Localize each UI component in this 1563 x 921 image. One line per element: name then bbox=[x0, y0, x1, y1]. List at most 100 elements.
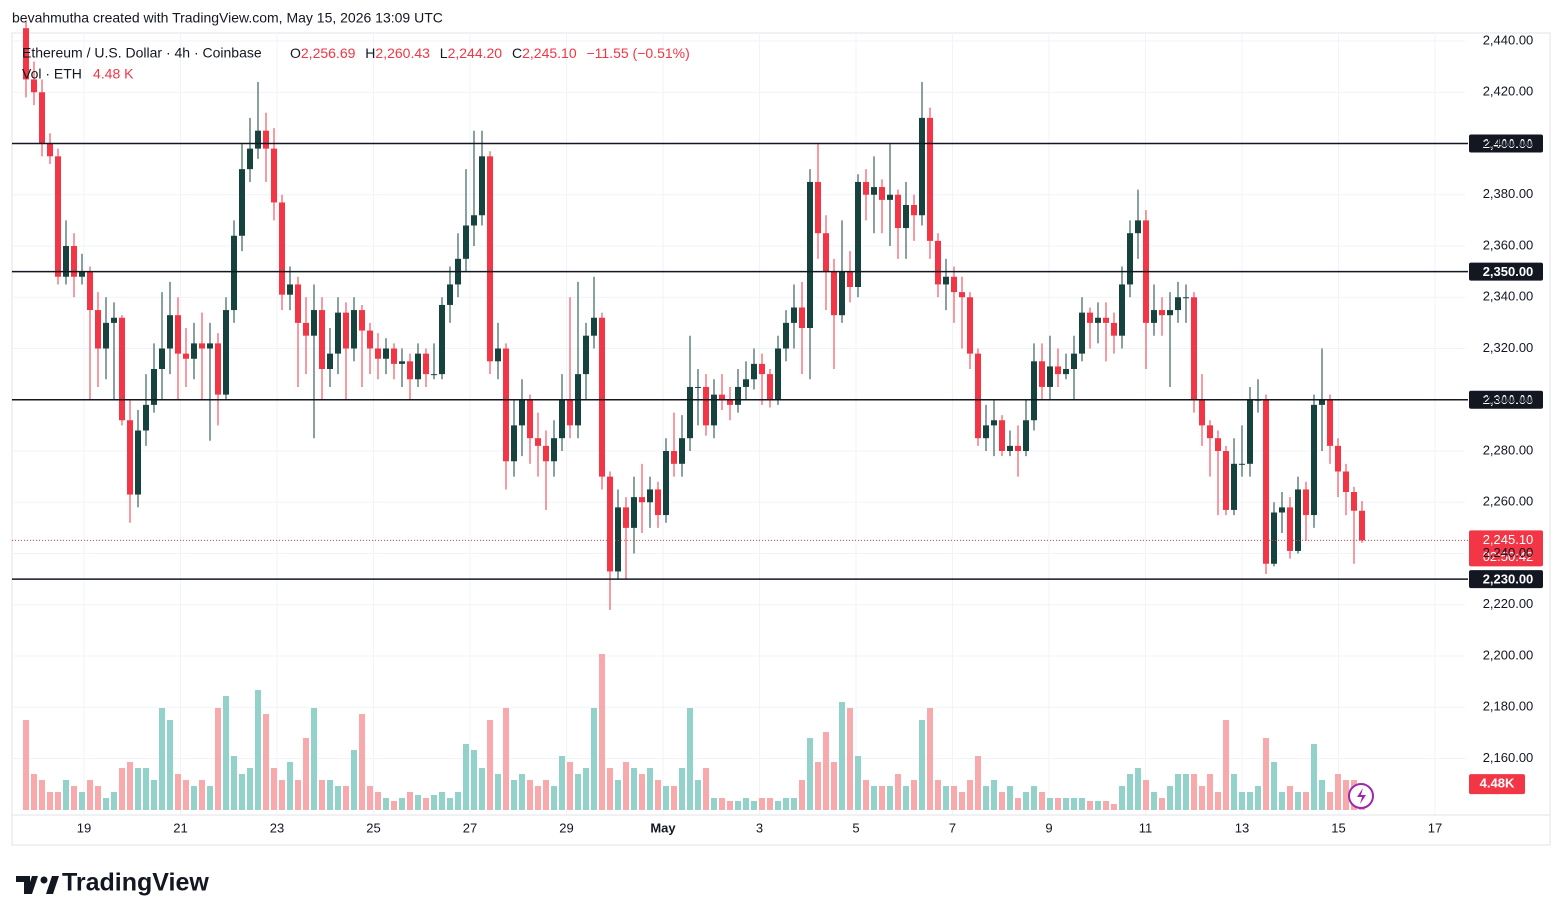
volume-bar bbox=[183, 780, 189, 810]
volume-bar bbox=[727, 801, 733, 810]
candle-body bbox=[759, 363, 765, 375]
label: C bbox=[512, 45, 522, 61]
volume-bar bbox=[463, 744, 469, 810]
volume-bar bbox=[1143, 780, 1149, 810]
candle-body bbox=[719, 394, 725, 400]
candle-body bbox=[447, 284, 453, 305]
value: 2,245.10 bbox=[522, 45, 577, 61]
candle-body bbox=[591, 317, 597, 336]
volume-bar bbox=[1215, 792, 1221, 810]
candle-body bbox=[1151, 310, 1157, 323]
replay-icon[interactable] bbox=[1348, 783, 1374, 809]
volume-bar bbox=[967, 780, 973, 810]
volume-bar bbox=[671, 786, 677, 810]
volume-bar bbox=[1247, 792, 1253, 810]
volume-bar bbox=[399, 798, 405, 810]
candle-body bbox=[951, 276, 957, 293]
volume-bar bbox=[583, 768, 589, 810]
volume-bar bbox=[1183, 774, 1189, 810]
volume-bar bbox=[271, 768, 277, 810]
volume-bar bbox=[927, 708, 933, 810]
x-tick-label: 19 bbox=[77, 820, 91, 835]
candle-body bbox=[535, 438, 541, 446]
volume-bar bbox=[823, 732, 829, 810]
volume-bar bbox=[159, 708, 165, 810]
candle-body bbox=[663, 451, 669, 516]
candle-body bbox=[279, 202, 285, 295]
candle-body bbox=[1239, 463, 1245, 465]
volume-bar bbox=[1263, 738, 1269, 810]
candle-body bbox=[807, 181, 813, 328]
volume-bar bbox=[103, 798, 109, 810]
volume-bar bbox=[551, 786, 557, 810]
volume-bar bbox=[1015, 798, 1021, 810]
candle-body bbox=[1167, 310, 1173, 316]
volume-bar bbox=[879, 786, 885, 810]
candle-body bbox=[1359, 510, 1365, 541]
volume-bar bbox=[959, 792, 965, 810]
x-tick-label: May bbox=[650, 820, 676, 835]
volume-bar bbox=[295, 780, 301, 810]
volume-bar bbox=[975, 756, 981, 810]
candle-body bbox=[855, 181, 861, 287]
candle-body bbox=[1199, 399, 1205, 426]
vol-value: 4.48 K bbox=[93, 66, 134, 82]
x-tick-label: 11 bbox=[1139, 820, 1153, 835]
candle-body bbox=[431, 374, 437, 376]
y-tick-label: 2,200.00 bbox=[1483, 647, 1534, 662]
candle-body bbox=[1279, 507, 1285, 513]
candle-body bbox=[79, 271, 85, 277]
candle-body bbox=[1103, 317, 1109, 323]
candle-body bbox=[247, 148, 253, 170]
volume-bar bbox=[759, 798, 765, 810]
candle-body bbox=[1007, 445, 1013, 451]
candle-body bbox=[71, 246, 77, 277]
volume-bar bbox=[79, 792, 85, 810]
last-price-bg bbox=[1469, 530, 1543, 567]
volume-bar bbox=[647, 768, 653, 810]
volume-bar bbox=[831, 762, 837, 810]
candle-body bbox=[391, 348, 397, 364]
volume-bar bbox=[543, 780, 549, 810]
volume-bar bbox=[991, 780, 997, 810]
volume-bar bbox=[1103, 801, 1109, 810]
volume-bar bbox=[815, 762, 821, 810]
y-tick-label: 2,320.00 bbox=[1483, 340, 1534, 355]
candle-body bbox=[831, 271, 837, 316]
candle-body bbox=[255, 130, 261, 149]
candle-body bbox=[783, 322, 789, 349]
candle-body bbox=[615, 507, 621, 572]
candle-body bbox=[847, 271, 853, 287]
candle-body bbox=[319, 310, 325, 369]
volume-bar bbox=[911, 780, 917, 810]
volume-bar bbox=[591, 708, 597, 810]
candle-body bbox=[775, 348, 781, 400]
x-tick-label: 9 bbox=[1045, 820, 1052, 835]
volume-bar bbox=[623, 762, 629, 810]
candle-body bbox=[599, 317, 605, 477]
volume-bar bbox=[1079, 798, 1085, 810]
volume-bar bbox=[735, 801, 741, 810]
candle-body bbox=[1327, 399, 1333, 446]
candle-body bbox=[175, 315, 181, 354]
candle-body bbox=[967, 297, 973, 354]
candle-body bbox=[1079, 312, 1085, 354]
candle-body bbox=[583, 335, 589, 375]
candle-body bbox=[159, 348, 165, 369]
volume-bar bbox=[135, 768, 141, 810]
volume-bar bbox=[719, 798, 725, 810]
volume-bar bbox=[615, 780, 621, 810]
volume-bar bbox=[207, 786, 213, 810]
volume-bar bbox=[423, 798, 429, 810]
symbol: Ethereum / U.S. Dollar · 4h · Coinbase bbox=[22, 45, 262, 61]
candle-body bbox=[223, 310, 229, 395]
level-label-bg bbox=[1469, 390, 1543, 409]
volume-bar bbox=[527, 780, 533, 810]
volume-bar bbox=[783, 798, 789, 810]
level-label: 2,230.00 bbox=[1483, 572, 1534, 587]
volume-bar bbox=[143, 768, 149, 810]
volume-bar bbox=[655, 780, 661, 810]
volume-bar bbox=[887, 786, 893, 810]
candle-body bbox=[687, 386, 693, 439]
volume-bar bbox=[31, 774, 37, 810]
